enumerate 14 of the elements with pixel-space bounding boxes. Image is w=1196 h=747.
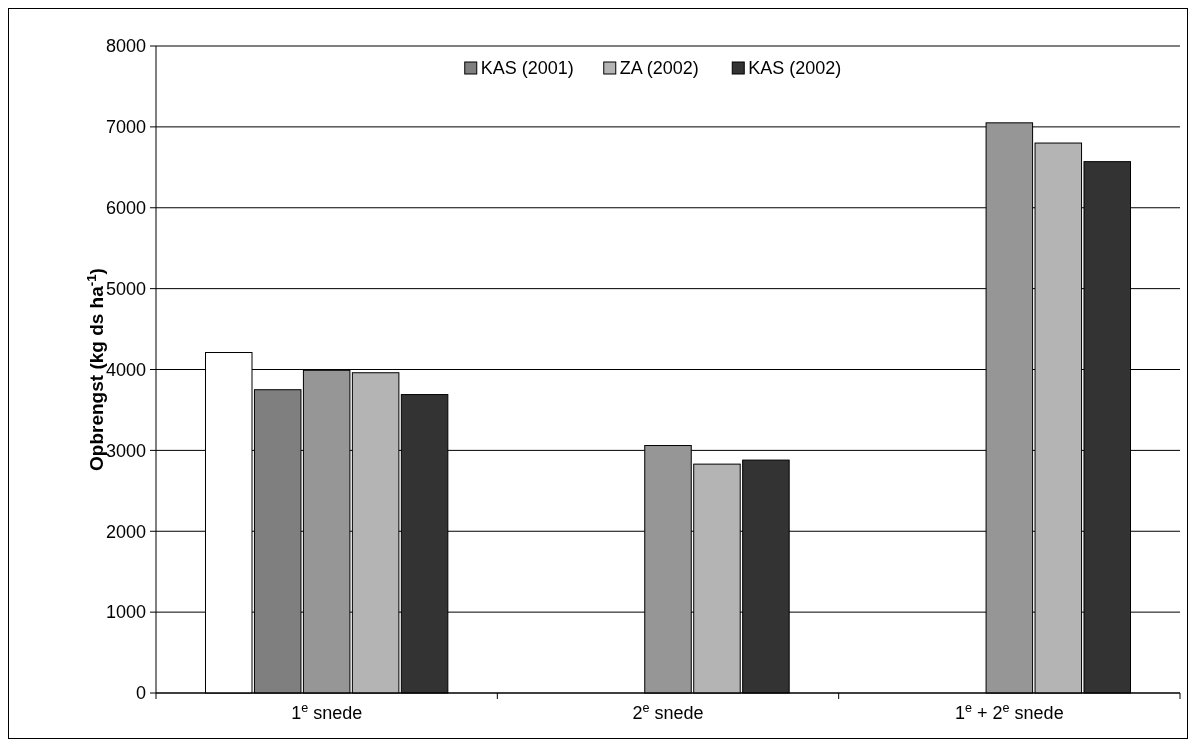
- y-tick-label: 7000: [105, 117, 146, 138]
- y-tick-label: 0: [135, 683, 146, 704]
- legend-label: ZA (2002): [619, 58, 699, 78]
- y-tick-label: 2000: [105, 521, 146, 542]
- y-tick-label: 6000: [105, 198, 146, 219]
- y-tick-label: 5000: [105, 278, 146, 299]
- x-tick-label: 1$^{e}$ snede: [291, 701, 363, 723]
- x-tick-label: 2$^{e}$ snede: [632, 701, 704, 723]
- legend-label: KAS (2002): [748, 58, 842, 78]
- y-tick-label: 1000: [105, 602, 146, 623]
- legend-label: KAS (2001): [480, 58, 574, 78]
- y-tick-label: 8000: [105, 36, 146, 57]
- x-tick-label: 1$^{e}$ + 2$^{e}$ snede: [955, 701, 1064, 723]
- y-tick-label: 4000: [105, 359, 146, 380]
